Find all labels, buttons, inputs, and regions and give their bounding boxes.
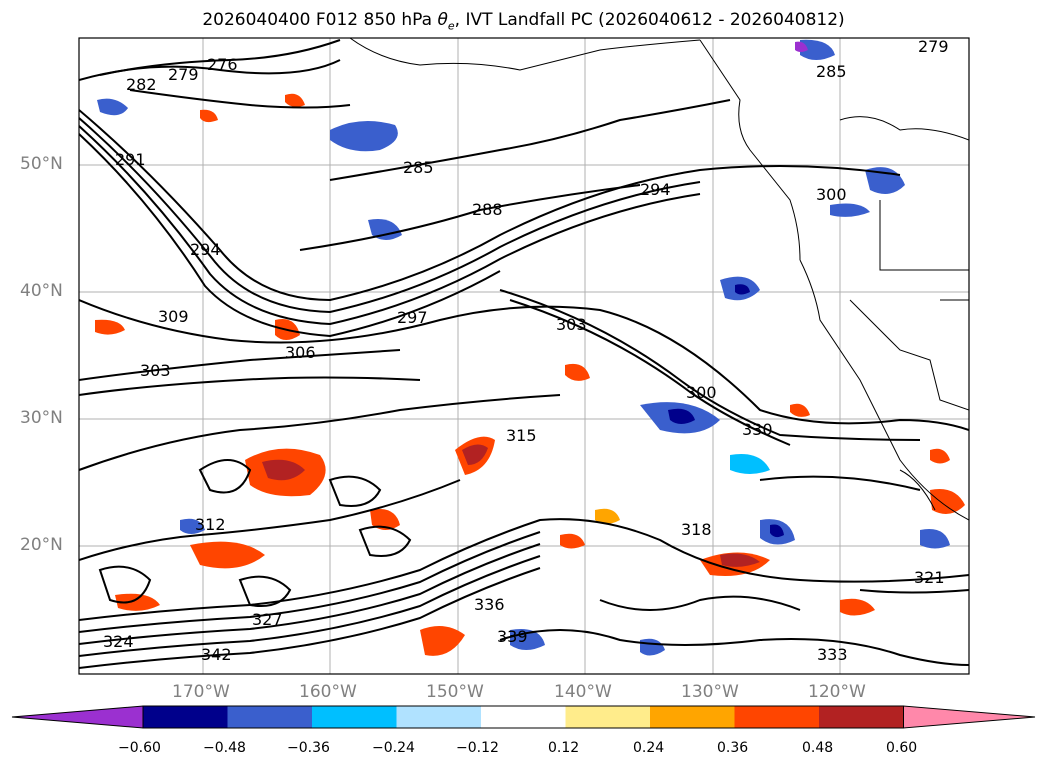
contour-label: 303 <box>556 315 587 334</box>
contour-label: 288 <box>472 200 503 219</box>
contour-labels: 276 279 282 285 288 291 294 297 300 303 … <box>103 37 949 664</box>
lon-label: 170°W <box>172 682 230 702</box>
lat-label: 30°N <box>20 408 63 428</box>
contour-label: 300 <box>686 383 717 402</box>
contour-label: 291 <box>115 150 146 169</box>
contour-label: 300 <box>816 185 847 204</box>
lat-label: 50°N <box>20 154 63 174</box>
contour-label: 333 <box>817 645 848 664</box>
contour-label: 324 <box>103 632 134 651</box>
colorbar-tick: 0.48 <box>802 740 834 756</box>
contour-label: 303 <box>140 361 171 380</box>
contour-label: 321 <box>914 568 945 587</box>
map-background <box>79 38 969 674</box>
colorbar-tick: 0.36 <box>717 740 749 756</box>
colorbar-segment <box>481 706 566 728</box>
colorbar-segment <box>143 706 228 728</box>
contour-label: 327 <box>252 610 283 629</box>
contour-label: 342 <box>201 645 232 664</box>
ivt-pc-fills <box>95 39 965 656</box>
contour-label: 312 <box>195 515 226 534</box>
colorbar-segment <box>819 706 904 728</box>
contour-label: 315 <box>506 426 537 445</box>
lon-label: 120°W <box>808 682 866 702</box>
contour-label: 339 <box>497 627 528 646</box>
contour-label: 279 <box>168 65 199 84</box>
contour-label: 282 <box>126 75 157 94</box>
colorbar-segment <box>565 706 651 728</box>
colorbar-segment <box>650 706 735 728</box>
colorbar-extend-min <box>11 705 144 729</box>
contour-label: 297 <box>397 308 428 327</box>
map-frame <box>78 37 970 675</box>
contour-label: 279 <box>918 37 949 56</box>
colorbar-tick: 0.24 <box>633 740 665 756</box>
contour-label: 318 <box>681 520 712 539</box>
colorbar-tick: −0.48 <box>203 740 246 756</box>
colorbar-segment <box>396 706 482 728</box>
lon-label: 160°W <box>299 682 357 702</box>
contour-label: 336 <box>474 595 505 614</box>
map-title: 2026040400 F012 850 hPa θe, IVT Landfall… <box>202 10 845 33</box>
colorbar-extend-max <box>903 705 1036 729</box>
colorbar-tick: 0.12 <box>548 740 580 756</box>
colorbar-segment <box>734 706 820 728</box>
contour-label: 294 <box>640 180 671 199</box>
colorbar-segment <box>227 706 313 728</box>
contour-label: 276 <box>207 55 238 74</box>
contour-label: 306 <box>285 343 316 362</box>
colorbar-frame <box>142 705 904 729</box>
contour-label: 285 <box>816 62 847 81</box>
colorbar-segment <box>312 706 397 728</box>
contour-label: 309 <box>158 307 189 326</box>
colorbar-tick: −0.60 <box>118 740 161 756</box>
theta-e-contours <box>79 39 969 669</box>
lon-label: 150°W <box>426 682 484 702</box>
contour-label: 285 <box>403 158 434 177</box>
contour-label: 294 <box>190 240 221 259</box>
lon-label: 140°W <box>554 682 612 702</box>
colorbar-tick: −0.12 <box>456 740 499 756</box>
lat-label: 40°N <box>20 281 63 301</box>
contour-label: 330 <box>742 420 773 439</box>
colorbar-tick: −0.36 <box>287 740 330 756</box>
coastlines <box>349 38 969 521</box>
colorbar-tick: 0.60 <box>886 740 918 756</box>
lat-label: 20°N <box>20 535 63 555</box>
colorbar-tick: −0.24 <box>372 740 415 756</box>
lon-label: 130°W <box>681 682 739 702</box>
colorbar <box>11 705 1036 729</box>
